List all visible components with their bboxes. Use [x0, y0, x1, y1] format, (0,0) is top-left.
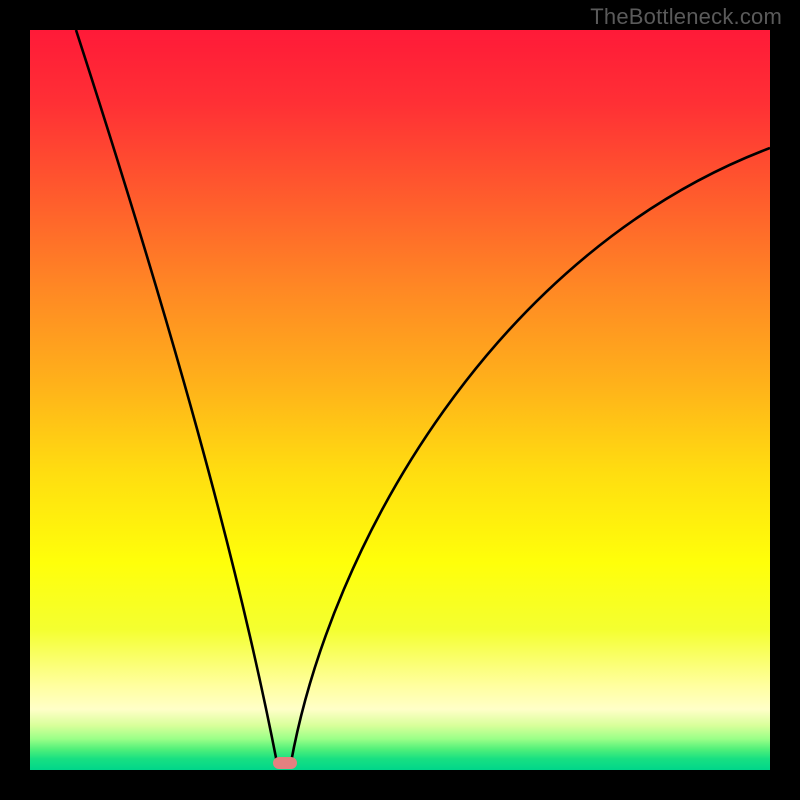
- watermark-text: TheBottleneck.com: [590, 4, 782, 30]
- chart-frame: TheBottleneck.com: [0, 0, 800, 800]
- chart-svg: [0, 0, 800, 800]
- plot-background: [30, 30, 770, 770]
- optimum-marker: [273, 757, 297, 769]
